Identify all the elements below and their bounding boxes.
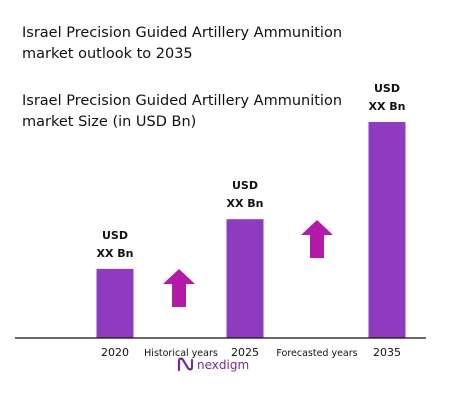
x-annotation-1: Historical years xyxy=(144,348,218,359)
chart-title-line-2: market outlook to 2035 xyxy=(22,46,193,62)
x-annotation-2: Forecasted years xyxy=(276,348,357,359)
tick-labels-layer: 2020 2025 2035 xyxy=(101,346,401,359)
tick-label-2025: 2025 xyxy=(231,346,259,359)
bars-layer xyxy=(96,122,406,338)
value-labels-layer: USD XX Bn USD XX Bn USD XX Bn xyxy=(96,82,405,260)
chart-title-line-1: Israel Precision Guided Artillery Ammuni… xyxy=(22,25,342,41)
chart-subtitle-line-1: Israel Precision Guided Artillery Ammuni… xyxy=(22,93,342,109)
value-label-2035-line-1: USD xyxy=(374,82,400,95)
arrows-layer xyxy=(163,220,333,307)
bar-2025 xyxy=(226,219,264,338)
bar-2035 xyxy=(368,122,406,338)
bar-2020 xyxy=(96,268,134,338)
value-label-2020-line-1: USD xyxy=(102,229,128,242)
growth-arrow-forecast xyxy=(301,220,333,258)
value-label-2035-line-2: XX Bn xyxy=(368,100,405,113)
tick-label-2020: 2020 xyxy=(101,346,129,359)
value-label-2025-line-1: USD xyxy=(232,179,258,192)
nexdigm-logo-text: nexdigm xyxy=(197,358,249,372)
annotation-layer: Historical years Forecasted years xyxy=(144,348,357,359)
nexdigm-logo-icon xyxy=(177,357,194,372)
value-label-2025-line-2: XX Bn xyxy=(226,197,263,210)
value-label-2020-line-2: XX Bn xyxy=(96,247,133,260)
growth-arrow-historical xyxy=(163,269,195,307)
tick-label-2035: 2035 xyxy=(373,346,401,359)
chart-subtitle-line-2: market Size (in USD Bn) xyxy=(22,114,196,130)
nexdigm-logo: nexdigm xyxy=(177,357,249,372)
